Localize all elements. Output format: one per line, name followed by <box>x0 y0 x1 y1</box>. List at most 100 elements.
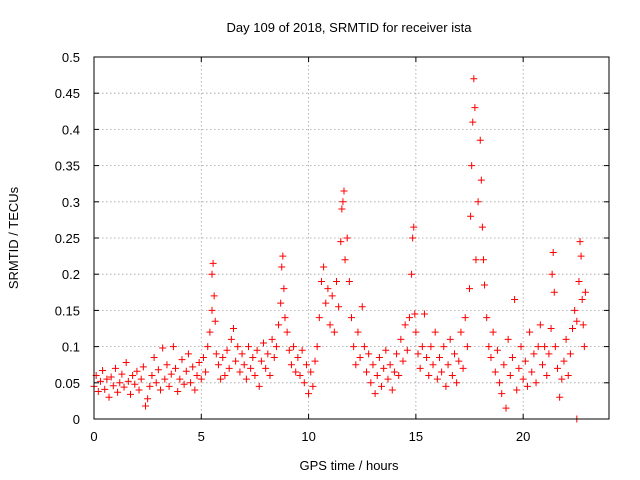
data-point <box>154 366 162 374</box>
data-point <box>479 256 487 264</box>
data-point <box>536 321 544 329</box>
data-point <box>564 372 572 380</box>
data-point <box>96 377 104 385</box>
data-point <box>159 344 167 352</box>
data-point <box>345 277 353 285</box>
data-point <box>152 379 160 387</box>
x-axis-label: GPS time / hours <box>300 458 399 473</box>
data-point <box>264 350 272 358</box>
data-point <box>472 256 480 264</box>
data-point <box>296 372 304 380</box>
data-point <box>101 385 109 393</box>
data-point <box>354 328 362 336</box>
data-point <box>223 346 231 354</box>
data-point <box>517 343 525 351</box>
data-point <box>403 346 411 354</box>
data-point <box>133 367 141 375</box>
data-point <box>457 328 465 336</box>
data-point <box>348 314 355 322</box>
data-point <box>468 162 476 170</box>
data-point <box>280 285 288 293</box>
data-point <box>326 321 334 329</box>
data-point <box>365 350 373 358</box>
data-point <box>189 363 197 371</box>
data-point <box>287 361 295 369</box>
data-point <box>148 372 156 380</box>
data-point <box>373 372 381 380</box>
data-point <box>485 343 493 351</box>
data-point <box>521 357 529 365</box>
data-point <box>580 343 588 351</box>
data-point <box>236 368 244 376</box>
data-point <box>496 379 504 387</box>
data-point <box>577 252 585 260</box>
data-point <box>208 306 216 314</box>
y-tick-label: 0.05 <box>55 376 80 391</box>
x-tick-label: 10 <box>301 429 315 444</box>
data-point <box>375 353 383 361</box>
data-point <box>206 328 214 336</box>
grid-lines <box>94 57 609 419</box>
data-point <box>579 321 587 329</box>
y-tick-label: 0.2 <box>62 267 80 282</box>
data-point <box>438 368 446 376</box>
data-point <box>549 248 557 256</box>
data-point <box>470 75 478 83</box>
data-point <box>448 372 456 380</box>
axis-ticks: 0 5 10 15 20 0 0.05 0.1 0.15 0.2 0.25 0.3 0.35 0.4 0.4… <box>55 50 609 444</box>
data-point <box>360 343 368 351</box>
data-point <box>221 372 229 380</box>
data-point <box>446 335 454 343</box>
data-point <box>126 390 134 398</box>
data-point <box>167 370 175 378</box>
data-point <box>324 285 332 293</box>
data-point <box>478 223 486 231</box>
data-point <box>150 353 158 361</box>
data-point <box>214 361 222 369</box>
data-point <box>180 380 188 388</box>
data-point <box>109 382 117 390</box>
plot-frame <box>93 56 610 420</box>
y-tick-label: 0.5 <box>62 50 80 65</box>
data-point <box>99 366 107 374</box>
data-point <box>103 375 111 383</box>
data-point <box>444 361 452 369</box>
data-point <box>335 303 343 311</box>
data-point <box>161 375 169 383</box>
data-point <box>515 364 523 372</box>
data-point <box>105 393 113 401</box>
data-point <box>320 263 328 271</box>
data-point <box>163 361 171 369</box>
data-point <box>212 350 220 358</box>
data-point <box>225 364 233 372</box>
data-point <box>317 277 325 285</box>
data-point <box>367 379 375 387</box>
data-point <box>453 379 461 387</box>
data-point <box>363 368 371 376</box>
data-point <box>575 277 583 285</box>
data-point <box>466 285 474 293</box>
x-tick-label: 20 <box>516 429 530 444</box>
data-point <box>502 404 510 412</box>
data-point <box>541 343 549 351</box>
data-point <box>131 380 139 388</box>
data-point <box>508 353 516 361</box>
data-point <box>435 353 443 361</box>
data-point <box>440 343 448 351</box>
data-point <box>498 390 506 398</box>
data-point <box>242 375 250 383</box>
data-point <box>191 386 199 394</box>
data-point <box>378 382 386 390</box>
data-point <box>176 375 184 383</box>
data-point <box>556 393 564 401</box>
data-point <box>560 357 568 365</box>
data-point <box>489 328 497 336</box>
data-point <box>114 388 122 396</box>
data-point <box>513 386 521 394</box>
data-point <box>554 364 561 372</box>
data-point <box>311 357 319 365</box>
data-point <box>184 350 192 358</box>
data-point <box>245 343 252 351</box>
data-point <box>266 372 274 380</box>
